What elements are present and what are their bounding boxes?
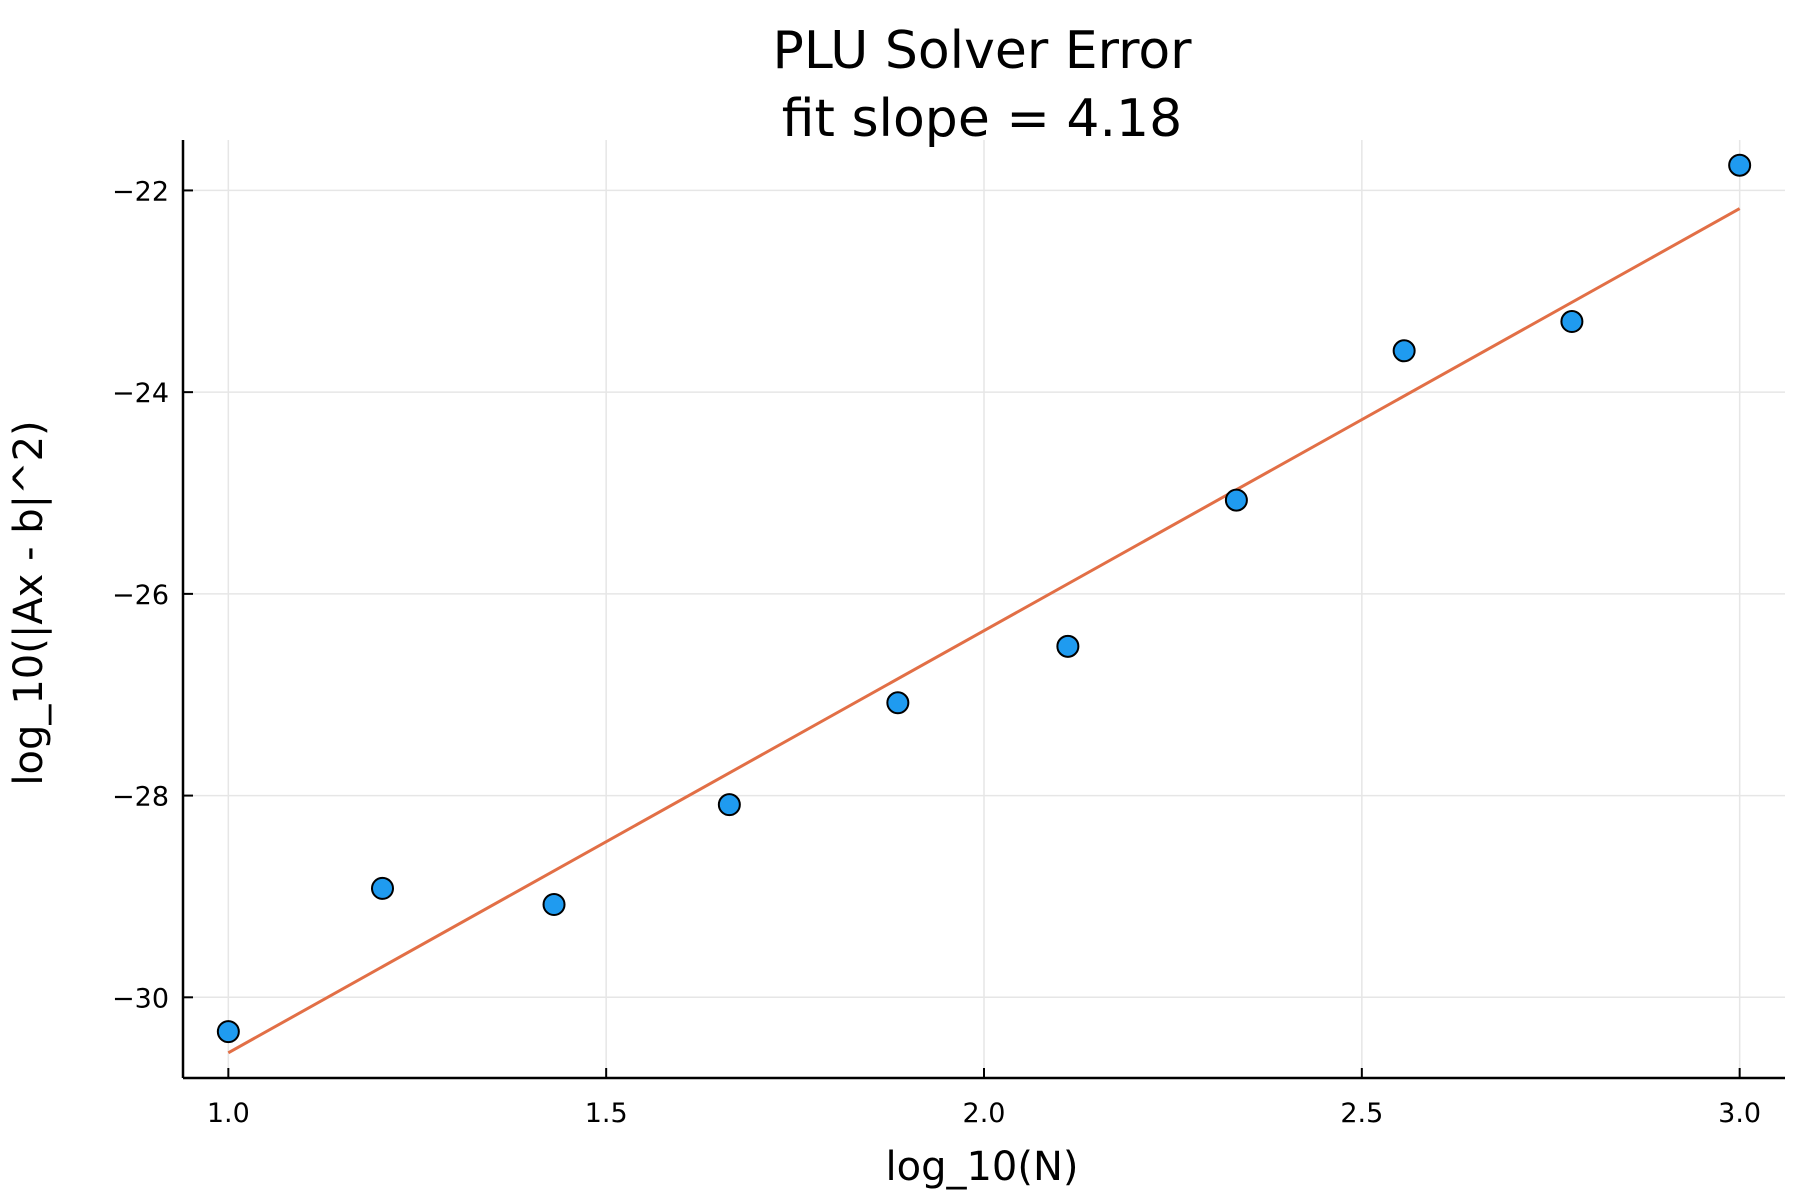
data-point (1392, 339, 1416, 363)
fit-line (227, 207, 1741, 1055)
y-tick-label: −24 (112, 378, 169, 409)
data-point (886, 691, 910, 715)
data-point (370, 876, 394, 900)
chart-title: PLU Solver Error (772, 21, 1192, 81)
y-tick-label: −30 (112, 983, 169, 1014)
data-point (1224, 488, 1248, 512)
y-axis-label: log_10(|Ax - b|^2) (6, 420, 52, 785)
y-tick-label: −26 (112, 580, 169, 611)
y-tick-label: −28 (112, 782, 169, 813)
x-tick-label: 1.0 (207, 1098, 250, 1129)
x-tick-label: 2.0 (963, 1098, 1006, 1129)
x-tick-label: 1.5 (585, 1098, 628, 1129)
x-axis-label: log_10(N) (885, 1144, 1078, 1190)
plot-axes (181, 140, 1785, 1080)
data-point (717, 793, 741, 817)
tick-labels: 1.0 1.5 2.0 2.5 3.0 −30 −28 −26 −24 −22 (112, 176, 1761, 1129)
x-tick-label: 3.0 (1718, 1098, 1761, 1129)
x-tick-label: 2.5 (1340, 1098, 1383, 1129)
chart-subtitle: fit slope = 4.18 (782, 89, 1182, 149)
data-point (216, 1020, 240, 1044)
y-tick-label: −22 (112, 176, 169, 207)
data-point (1560, 310, 1584, 334)
data-point (1728, 153, 1752, 177)
data-point (542, 893, 566, 917)
grid-lines (183, 140, 1785, 1078)
data-series (216, 153, 1752, 1055)
data-point (1056, 634, 1080, 658)
